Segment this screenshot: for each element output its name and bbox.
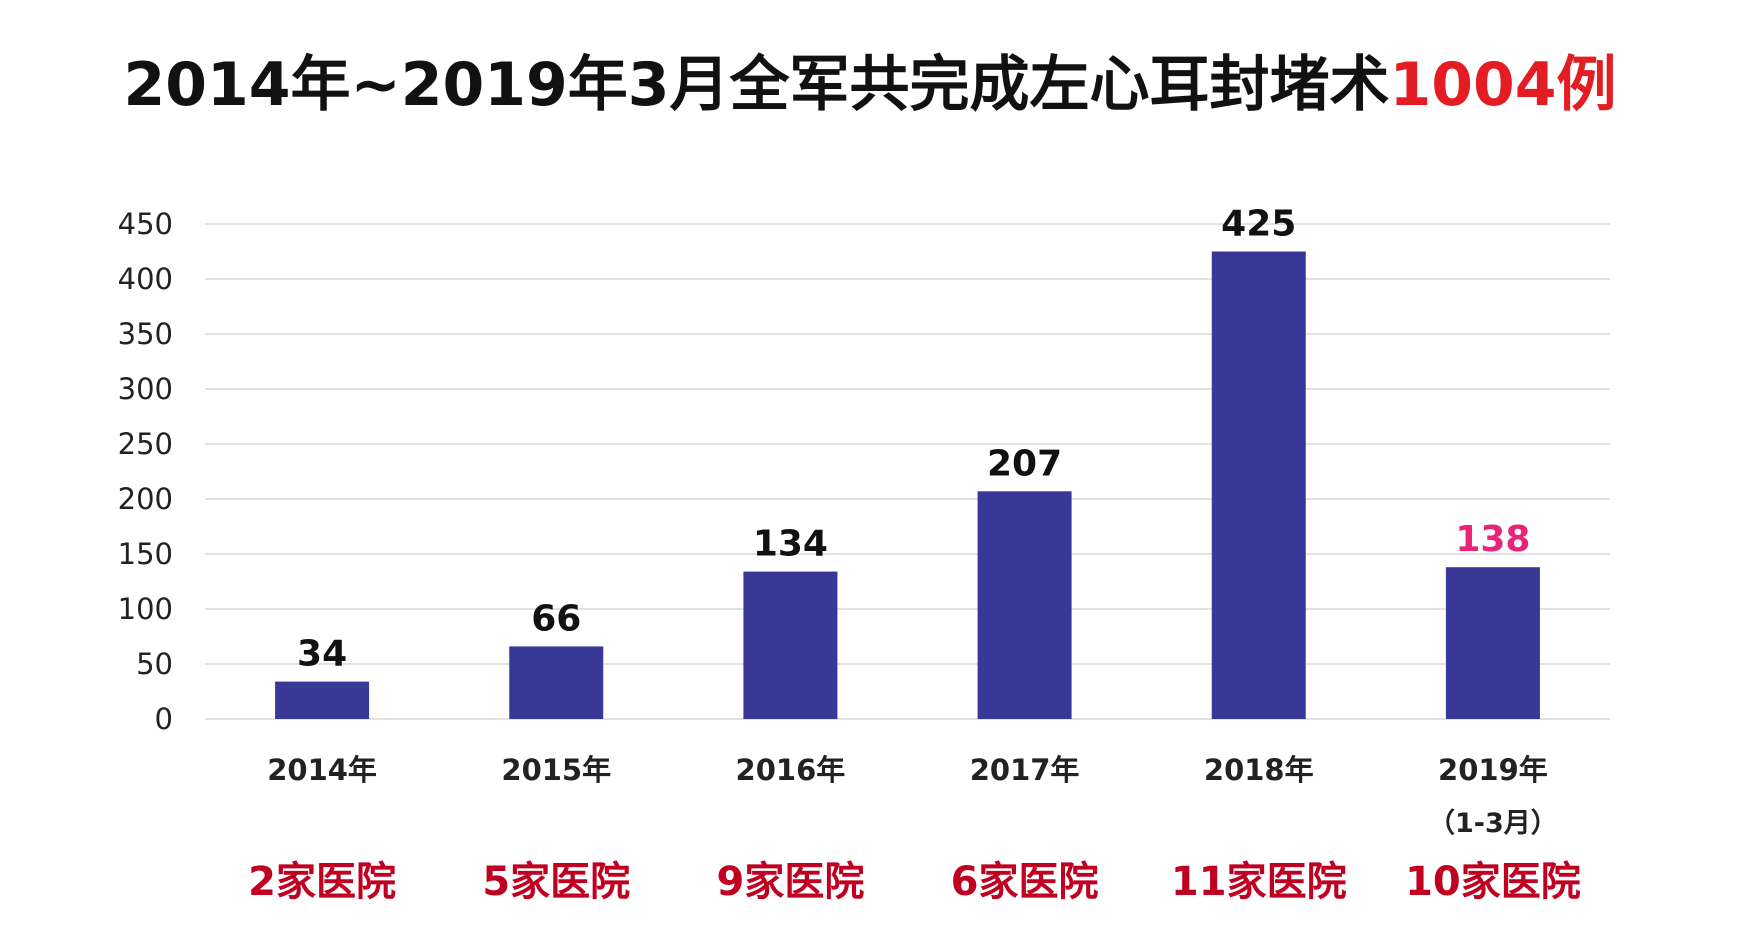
hospital-count-label: 5家医院 xyxy=(482,859,630,905)
y-tick-label: 400 xyxy=(118,262,173,296)
bar xyxy=(1211,251,1306,719)
y-tick-label: 200 xyxy=(118,482,173,516)
hospital-count-label: 11家医院 xyxy=(1171,859,1347,905)
data-label: 134 xyxy=(753,524,828,565)
data-label: 138 xyxy=(1455,519,1530,560)
data-labels: 34 66 134 207 425 138 xyxy=(297,204,1530,675)
bars xyxy=(275,251,1540,719)
bar xyxy=(509,646,604,719)
hospital-count-label: 10家医院 xyxy=(1405,859,1581,905)
hospital-labels: 2家医院 5家医院 9家医院 6家医院 11家医院 10家医院 xyxy=(248,859,1581,905)
y-axis-ticks: 0 50 100 150 200 250 300 350 400 450 xyxy=(118,207,173,736)
data-label: 34 xyxy=(297,634,347,675)
y-tick-label: 350 xyxy=(118,317,173,351)
chart-title: 2014年~2019年3月全军共完成左心耳封堵术1004例 xyxy=(123,50,1616,120)
bar xyxy=(275,681,370,719)
y-tick-label: 300 xyxy=(118,372,173,406)
bar xyxy=(743,571,838,719)
gridlines xyxy=(205,223,1610,720)
y-tick-label: 0 xyxy=(155,702,173,736)
x-tick-label: 2018年 xyxy=(1204,753,1314,787)
data-label: 425 xyxy=(1221,204,1296,245)
x-tick-label: 2014年 xyxy=(267,753,377,787)
x-tick-label: 2019年 xyxy=(1438,753,1548,787)
y-tick-label: 450 xyxy=(118,207,173,241)
y-tick-label: 100 xyxy=(118,592,173,626)
y-tick-label: 250 xyxy=(118,427,173,461)
x-tick-label: 2016年 xyxy=(736,753,846,787)
hospital-count-label: 9家医院 xyxy=(716,859,864,905)
y-tick-label: 150 xyxy=(118,537,173,571)
data-label: 207 xyxy=(987,443,1062,484)
y-tick-label: 50 xyxy=(136,647,173,681)
hospital-count-label: 2家医院 xyxy=(248,859,396,905)
bar xyxy=(1445,567,1540,719)
x-axis-ticks: 2014年 2015年 2016年 2017年 2018年 2019年 （1-3月） xyxy=(267,753,1558,839)
x-tick-label: 2015年 xyxy=(501,753,611,787)
data-label: 66 xyxy=(531,598,581,639)
chart-title-main: 2014年~2019年3月全军共完成左心耳封堵术 xyxy=(123,50,1389,120)
x-tick-sublabel: （1-3月） xyxy=(1428,808,1558,839)
bar xyxy=(977,491,1072,719)
hospital-count-label: 6家医院 xyxy=(951,859,1099,905)
chart-title-highlight: 1004例 xyxy=(1390,50,1617,120)
x-tick-label: 2017年 xyxy=(970,753,1080,787)
